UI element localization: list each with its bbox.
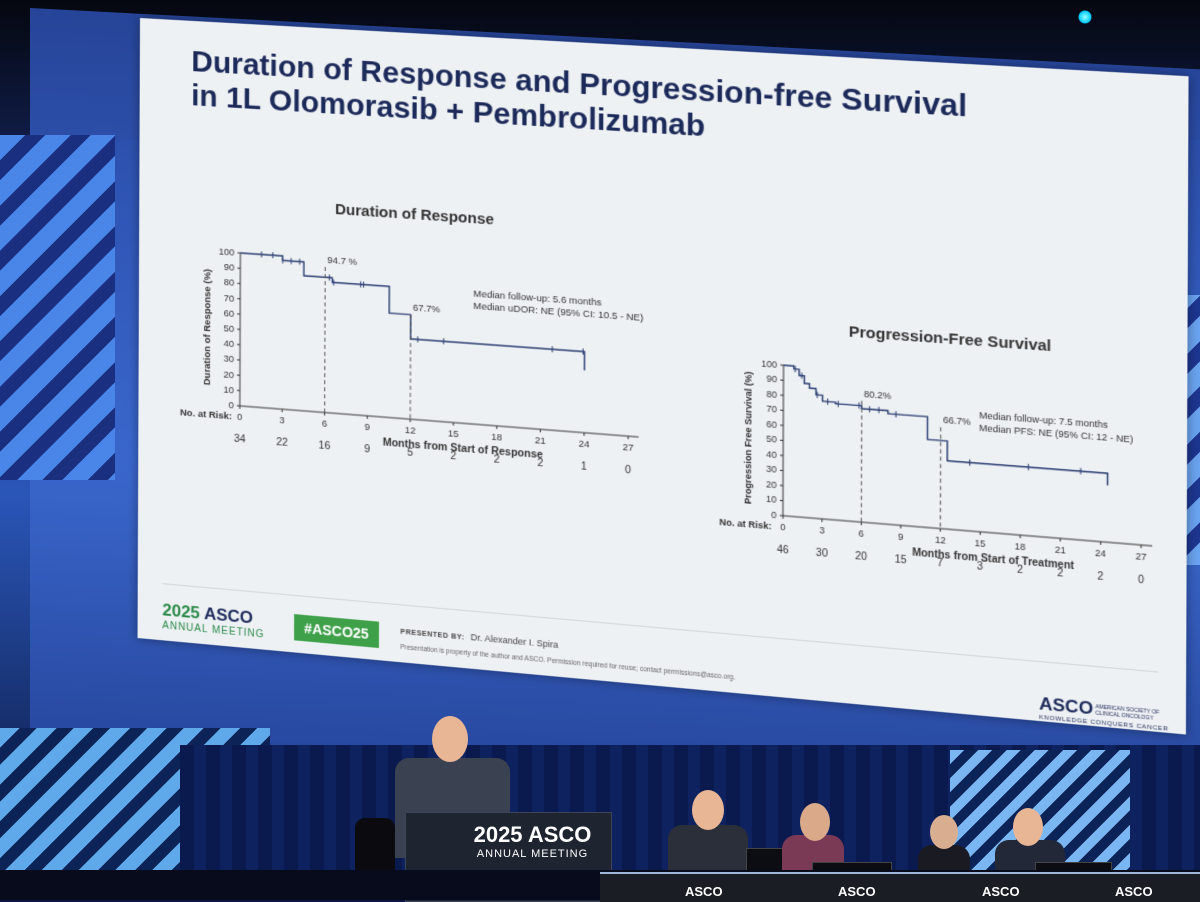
at-risk-count: 2 [1057, 568, 1064, 580]
at-risk-count: 1 [581, 461, 587, 473]
landmark-line [325, 267, 326, 413]
x-tick-label: 24 [579, 438, 590, 450]
table-label-1: ASCO [685, 884, 723, 899]
y-tick-label: 70 [224, 293, 235, 305]
at-risk-count: 9 [364, 444, 370, 456]
at-risk-count: 2 [494, 454, 500, 466]
at-risk-count: 0 [1138, 574, 1145, 586]
table-label-3: ASCO [982, 884, 1020, 899]
at-risk-count: 3 [977, 561, 984, 573]
x-tick-label: 6 [322, 418, 327, 430]
x-tick-label: 24 [1095, 548, 1106, 560]
x-tick-label: 12 [405, 425, 416, 437]
at-risk-count: 30 [816, 547, 828, 560]
y-tick-label: 0 [771, 510, 776, 521]
dor-chart: 01020304050607080901000369121518212427Mo… [178, 216, 658, 516]
y-tick-label: 50 [766, 434, 777, 445]
y-tick-label: 40 [766, 449, 777, 460]
at-risk-count: 16 [319, 440, 331, 452]
y-tick-label: 20 [766, 479, 777, 490]
at-risk-count: 5 [407, 447, 413, 459]
podium-subtitle: ANNUAL MEETING [455, 848, 610, 860]
x-tick-label: 21 [535, 435, 546, 447]
y-tick-label: 60 [766, 419, 777, 430]
at-risk-count: 0 [625, 465, 631, 477]
hashtag-badge: #ASCO25 [294, 614, 379, 648]
x-axis [783, 516, 1152, 546]
x-tick-label: 27 [623, 442, 634, 454]
landmark-label: 66.7% [943, 415, 971, 428]
table-label-2: ASCO [838, 884, 876, 899]
x-tick-label: 3 [279, 415, 284, 427]
x-tick-label: 15 [448, 428, 459, 440]
presenter-name: Dr. Alexander I. Spira [471, 632, 559, 650]
x-tick-label: 9 [365, 422, 370, 434]
x-tick-label: 15 [975, 538, 986, 549]
at-risk-count: 15 [895, 554, 908, 567]
x-tick-label: 0 [780, 522, 785, 533]
at-risk-count: 46 [777, 544, 789, 557]
y-tick-label: 80 [766, 389, 777, 400]
at-risk-count: 34 [234, 434, 246, 446]
landmark-label: 67.7% [413, 303, 441, 316]
x-tick-label: 27 [1136, 551, 1147, 563]
landmark-label: 94.7 % [327, 255, 358, 268]
x-tick-label: 18 [1015, 541, 1026, 552]
y-tick-label: 30 [223, 354, 234, 366]
panel-table: ASCO ASCO ASCO ASCO [600, 872, 1200, 902]
stage-light [1078, 10, 1092, 24]
pfs-chart: 01020304050607080901000369121518212427Mo… [715, 334, 1171, 632]
at-risk-count: 20 [855, 551, 867, 564]
asco-logo-society: AMERICAN SOCIETY OF CLINICAL ONCOLOGY [1095, 703, 1161, 722]
y-tick-label: 60 [224, 308, 235, 320]
dor-chart-title: Duration of Response [335, 201, 494, 229]
y-tick-label: 0 [229, 400, 234, 412]
at-risk-label: No. at Risk: [719, 517, 771, 532]
y-tick-label: 100 [219, 246, 235, 258]
table-label-4: ASCO [1115, 884, 1153, 899]
asco-year: 2025 [162, 600, 200, 622]
at-risk-count: 2 [1097, 571, 1104, 583]
at-risk-count: 2 [450, 451, 456, 463]
at-risk-count: 2 [1017, 564, 1024, 576]
slide-title: Duration of Response and Progression-fre… [191, 45, 981, 161]
x-tick-label: 6 [859, 528, 864, 539]
y-tick-label: 90 [766, 374, 777, 385]
y-tick-label: 30 [766, 464, 777, 475]
x-tick-label: 3 [819, 525, 824, 536]
x-tick-label: 0 [237, 412, 242, 424]
podium-title: 2025 ASCO [455, 822, 610, 848]
x-tick-label: 21 [1055, 544, 1066, 556]
presentation-slide: Duration of Response and Progression-fre… [138, 18, 1189, 735]
left-stripe-panel [0, 135, 115, 480]
y-tick-label: 10 [766, 494, 777, 505]
y-tick-label: 70 [766, 404, 777, 415]
landmark-label: 80.2% [864, 388, 892, 401]
y-tick-label: 40 [223, 338, 234, 350]
y-tick-label: 90 [224, 262, 235, 274]
y-axis-label: Duration of Response (%) [202, 268, 213, 385]
y-tick-label: 100 [761, 358, 777, 370]
y-tick-label: 10 [223, 384, 234, 396]
x-tick-label: 12 [935, 534, 946, 545]
presented-by-label: PRESENTED BY: [400, 629, 464, 642]
at-risk-label: No. at Risk: [180, 407, 232, 422]
at-risk-count: 2 [537, 458, 543, 470]
x-tick-label: 9 [898, 531, 903, 542]
y-tick-label: 50 [224, 323, 235, 335]
at-risk-count: 7 [937, 558, 944, 570]
podium-sign: 2025 ASCO ANNUAL MEETING [455, 822, 610, 860]
y-tick-label: 20 [223, 369, 234, 381]
x-tick-label: 18 [491, 432, 502, 444]
at-risk-count: 22 [276, 437, 288, 449]
x-axis [240, 406, 639, 437]
y-tick-label: 80 [224, 277, 235, 289]
y-axis-label: Progression Free Survival (%) [743, 371, 754, 504]
